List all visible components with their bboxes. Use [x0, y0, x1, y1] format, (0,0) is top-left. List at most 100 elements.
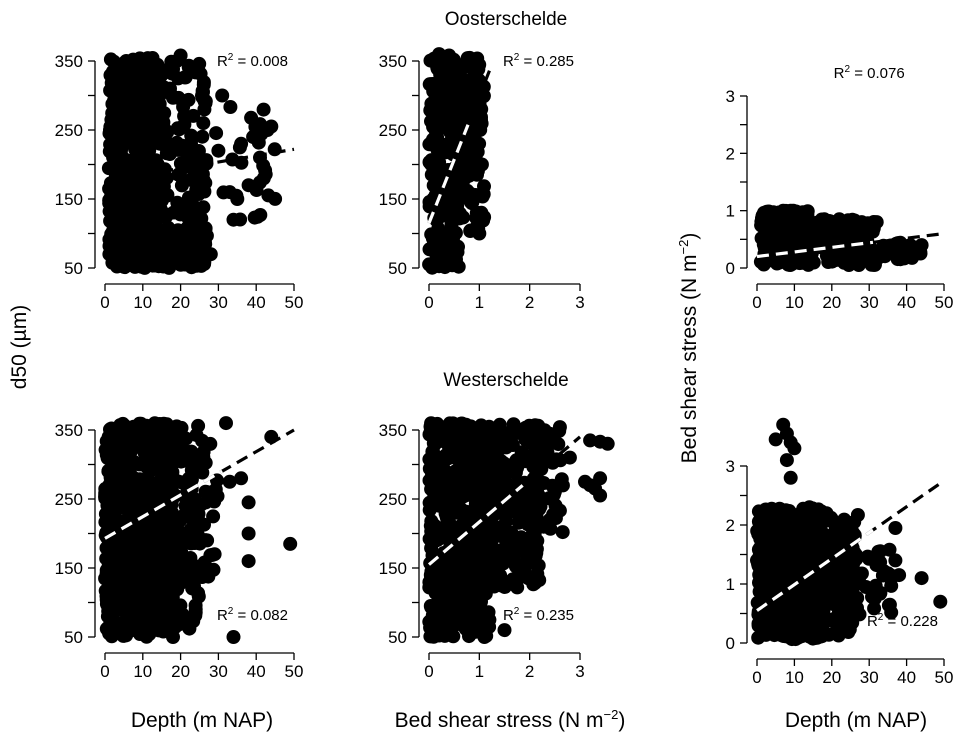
data-point — [105, 106, 120, 121]
data-point — [825, 596, 840, 611]
data-point — [185, 153, 200, 167]
data-point — [477, 630, 492, 644]
x-tick-label: 2 — [525, 662, 534, 681]
data-point — [137, 260, 152, 275]
x-tick-label: 20 — [822, 293, 841, 312]
data-point — [562, 450, 577, 465]
data-point — [164, 497, 179, 512]
r-squared-label: R2 = 0.235 — [503, 606, 574, 624]
data-point — [520, 555, 535, 570]
data-point — [169, 419, 184, 434]
y-tick-label: 1 — [726, 202, 735, 221]
data-point — [509, 453, 524, 468]
data-point — [473, 525, 488, 540]
data-point — [784, 257, 799, 272]
data-point — [431, 221, 446, 236]
data-point — [783, 470, 798, 485]
data-point — [788, 556, 803, 571]
data-point — [163, 435, 178, 450]
data-point — [593, 471, 608, 486]
data-point — [184, 472, 199, 487]
data-point — [444, 481, 459, 496]
data-point — [463, 602, 478, 617]
data-point — [121, 425, 136, 440]
data-point — [145, 441, 160, 456]
data-point — [158, 225, 173, 240]
data-point — [502, 484, 517, 499]
data-point — [422, 242, 437, 257]
data-point — [198, 455, 213, 470]
data-point — [134, 478, 149, 492]
data-point — [469, 205, 484, 220]
data-point — [482, 420, 497, 435]
data-point — [832, 212, 847, 227]
data-point — [811, 528, 826, 543]
data-point — [783, 203, 798, 218]
x-tick-label: 30 — [209, 293, 228, 312]
y-tick-label: 0 — [726, 259, 735, 278]
data-point — [849, 552, 864, 567]
data-point — [207, 547, 222, 562]
data-point — [173, 536, 187, 551]
data-point — [501, 436, 516, 450]
data-point — [555, 525, 570, 540]
data-point — [267, 142, 282, 157]
x-tick-label: 1 — [475, 293, 484, 312]
data-point — [759, 523, 774, 538]
data-point — [140, 537, 155, 551]
data-point — [241, 178, 256, 193]
data-point — [198, 228, 213, 243]
data-point — [527, 526, 542, 541]
data-point — [98, 515, 113, 530]
regression-line-overlay — [756, 240, 874, 259]
data-point — [203, 436, 218, 451]
data-point — [178, 453, 193, 468]
data-point — [197, 517, 211, 532]
data-point — [806, 552, 821, 567]
data-point — [456, 424, 471, 439]
data-point — [115, 83, 130, 98]
data-point — [787, 544, 802, 559]
x-axis-title-stress-exponent: −2 — [604, 707, 619, 722]
data-point — [432, 155, 447, 170]
y-tick-label: 2 — [726, 516, 735, 535]
data-point — [459, 75, 474, 90]
x-tick-label: 3 — [575, 293, 584, 312]
data-point — [495, 465, 510, 480]
data-point — [751, 542, 766, 557]
data-point — [754, 231, 769, 246]
data-point — [226, 630, 241, 644]
data-point — [474, 547, 489, 562]
data-point — [774, 624, 788, 639]
data-point — [459, 144, 474, 159]
data-point — [551, 437, 566, 452]
data-point — [850, 605, 865, 620]
x-tick-label: 30 — [209, 662, 228, 681]
data-point — [426, 629, 441, 644]
data-point — [135, 588, 150, 603]
data-point — [472, 116, 487, 131]
data-point — [222, 474, 237, 489]
x-tick-label: 20 — [171, 293, 190, 312]
data-point — [933, 594, 948, 609]
data-point — [474, 474, 489, 489]
data-point — [250, 209, 265, 224]
x-tick-label: 30 — [860, 293, 879, 312]
data-point — [126, 83, 141, 98]
data-point — [195, 129, 210, 144]
section-title-oosterschelde: Oosterschelde — [445, 9, 568, 30]
x-tick-label: 50 — [285, 662, 304, 681]
data-point — [132, 523, 147, 538]
y-axis-title-right-exponent: −2 — [676, 240, 691, 255]
data-point — [165, 89, 180, 104]
data-point — [200, 533, 215, 548]
data-point — [542, 512, 557, 527]
scatter-panel-3: 0 10 20 30 40 50 0 1 2 3 R2 = 0.076 — [726, 64, 954, 312]
data-point — [497, 580, 512, 594]
x-tick-label: 0 — [752, 293, 761, 312]
y-tick-label: 3 — [726, 87, 735, 106]
data-point — [482, 612, 497, 627]
data-point — [126, 602, 141, 617]
data-point — [109, 547, 124, 562]
